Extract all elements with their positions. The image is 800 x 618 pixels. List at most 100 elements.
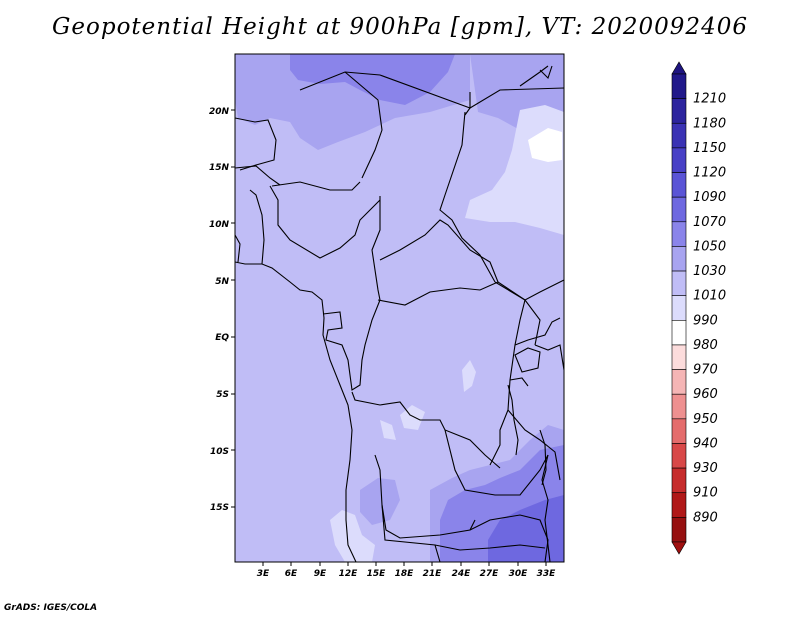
colorbar-swatch <box>671 443 687 469</box>
x-tick-label: 3E <box>257 569 270 579</box>
y-tick-label: 5N <box>215 277 229 287</box>
colorbar-swatch <box>671 369 687 395</box>
coastline-west-africa <box>235 261 357 562</box>
colorbar-swatch <box>671 393 687 420</box>
border-sudan-east <box>494 279 564 301</box>
grads-credit: GrADS: IGES/COLA <box>4 603 98 613</box>
colorbar-swatch <box>671 492 687 518</box>
red-sea-coast <box>519 65 549 87</box>
colorbar-label: 1120 <box>693 166 726 181</box>
lake-tanganyika <box>507 384 519 456</box>
x-tick-label: 30E <box>509 569 529 579</box>
y-axis: 20N 15N 10N 5N EQ 5S 10S 15S <box>209 107 235 513</box>
x-tick-label: 6E <box>285 569 298 579</box>
colorbar-swatch <box>671 517 687 543</box>
colorbar-swatch <box>671 196 687 223</box>
colorbar-label: 980 <box>693 338 718 353</box>
border-mali-niger <box>235 165 281 186</box>
colorbar-label: 1210 <box>693 92 726 107</box>
colorbar-label: 1010 <box>693 289 726 304</box>
x-tick-label: 15E <box>367 569 387 579</box>
border-gabon-congo <box>322 299 381 391</box>
colorbar-swatch <box>671 246 687 272</box>
y-tick-label: 5S <box>216 390 229 400</box>
y-tick-label: 15S <box>210 503 229 513</box>
border-namibia <box>381 504 441 562</box>
border-drc-west <box>351 391 501 469</box>
border-drc-east <box>489 299 526 466</box>
colorbar-swatch <box>671 418 687 444</box>
x-tick-label: 24E <box>452 569 472 579</box>
border-cameroon-chad <box>371 196 381 301</box>
colorbar-swatch <box>671 98 687 124</box>
border-egypt-sudan <box>469 87 564 109</box>
border-algeria-niger <box>235 117 277 171</box>
contour-fill <box>235 54 564 562</box>
x-tick-label: 12E <box>339 569 359 579</box>
colorbar-label: 950 <box>693 412 718 427</box>
border-uganda <box>514 317 561 346</box>
border-zambia-east <box>444 429 549 496</box>
colorbar-swatch <box>671 221 687 247</box>
map-frame <box>234 53 565 563</box>
y-tick-label: 10N <box>209 220 230 230</box>
colorbar-label: 1050 <box>693 239 726 254</box>
x-axis: 3E 6E 9E 12E 15E 18E 21E 24E 27E 30E 33E <box>257 562 556 579</box>
colorbar-swatch <box>671 270 687 296</box>
colorbar-label: 990 <box>693 313 718 328</box>
colorbar-label: 960 <box>693 387 718 402</box>
colorbar-label: 1180 <box>693 116 726 131</box>
border-tanzania <box>507 409 561 481</box>
colorbar-label: 910 <box>693 486 718 501</box>
chart-title: Geopotential Height at 900hPa [gpm], VT:… <box>52 14 748 40</box>
x-tick-label: 27E <box>480 569 500 579</box>
colorbar-label: 940 <box>693 436 718 451</box>
contour-1090-southeast <box>488 495 564 562</box>
border-mozambique <box>541 454 551 562</box>
border-libya-north <box>344 71 383 179</box>
colorbar-swatch <box>671 344 687 370</box>
x-tick-label: 18E <box>395 569 415 579</box>
y-tick-label: 20N <box>209 107 230 117</box>
border-nigeria-west <box>249 189 265 265</box>
y-tick-label: 15N <box>209 163 230 173</box>
contour-1010-south <box>400 405 425 430</box>
x-tick-label: 9E <box>314 569 327 579</box>
border-angola-zambia <box>374 454 476 539</box>
contour-1010-southwest <box>330 510 375 562</box>
border-chad-sudan <box>439 111 496 283</box>
colorbar-label: 890 <box>693 510 718 525</box>
colorbar-label: 1150 <box>693 141 726 156</box>
country-borders <box>235 65 564 562</box>
lake-victoria <box>514 347 541 373</box>
colorbar: 1210 1180 1150 1120 1090 1070 1050 1030 1010 990 9… <box>671 61 726 555</box>
contour-1010-center <box>462 360 476 392</box>
colorbar-label: 1090 <box>693 190 726 205</box>
colorbar-swatch <box>671 147 687 173</box>
colorbar-bottom-arrow <box>671 541 687 555</box>
colorbar-label: 1070 <box>693 215 726 230</box>
contour-1010-west <box>380 420 396 440</box>
border-botswana <box>434 544 546 551</box>
border-ethiopia <box>524 299 541 346</box>
sinai <box>539 65 553 80</box>
colorbar-swatch <box>671 295 687 321</box>
contour-1070-north <box>290 54 455 105</box>
border-kenya <box>534 344 564 371</box>
colorbar-top-arrow <box>671 61 687 75</box>
x-tick-label: 21E <box>423 569 443 579</box>
lake-malawi <box>539 429 547 486</box>
colorbar-swatch <box>671 122 687 149</box>
border-nigeria-cameroon <box>269 185 381 259</box>
border-niger-nigeria <box>271 181 361 191</box>
colorbar-swatch <box>671 172 687 198</box>
colorbar-swatch <box>671 320 687 346</box>
border-niger-libya <box>299 71 471 116</box>
x-tick-label: 33E <box>537 569 557 579</box>
colorbar-label: 970 <box>693 363 718 378</box>
border-west-coast <box>235 234 241 263</box>
colorbar-label: 1030 <box>693 264 726 279</box>
colorbar-swatch <box>671 467 687 494</box>
border-car-south <box>377 281 526 306</box>
